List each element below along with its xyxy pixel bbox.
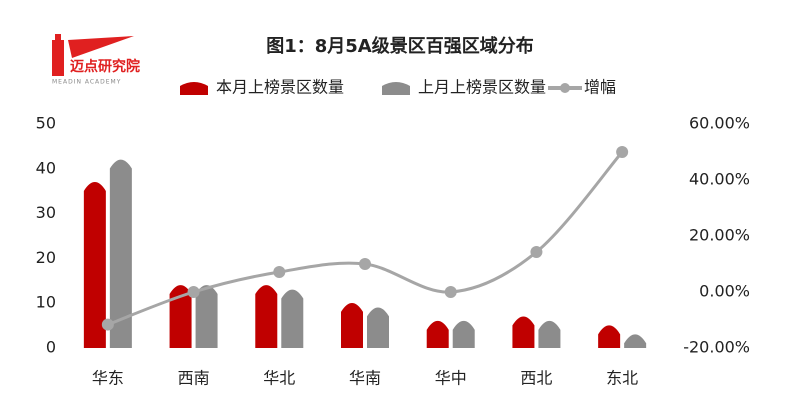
x-tick-label: 西北	[520, 369, 552, 388]
y-tick-label: 40	[36, 158, 56, 177]
x-tick-label: 西南	[178, 369, 210, 388]
bar	[538, 320, 561, 348]
legend-label: 本月上榜景区数量	[216, 78, 344, 97]
line-point	[273, 266, 286, 279]
bar	[281, 289, 304, 348]
y2-tick-label: 0.00%	[699, 282, 750, 301]
logo: 迈点研究院 MEADIN ACADEMY	[52, 34, 140, 86]
bar	[109, 159, 132, 348]
bar	[598, 325, 621, 348]
bar	[341, 303, 363, 348]
bar	[195, 285, 218, 348]
logo-tower	[52, 40, 64, 76]
logo-tower-top	[55, 34, 61, 40]
y2-tick-label: 20.00%	[689, 226, 750, 245]
bar	[452, 320, 475, 348]
legend-label: 增幅	[584, 78, 616, 97]
y2-tick-label: -20.00%	[683, 338, 750, 357]
logo-tagline: MEADIN ACADEMY	[52, 79, 121, 86]
legend-label: 上月上榜景区数量	[418, 78, 546, 97]
y-tick-label: 30	[36, 203, 56, 222]
y2-tick-label: 40.00%	[689, 170, 750, 189]
line-point	[187, 286, 200, 298]
line-point	[101, 318, 114, 331]
line-point	[359, 258, 371, 270]
line-point	[616, 146, 629, 158]
x-tick-label: 华南	[349, 369, 381, 388]
bar	[367, 307, 389, 348]
y-tick-label: 50	[36, 114, 56, 133]
legend-dot	[560, 83, 570, 93]
line-point	[530, 245, 543, 258]
x-tick-label: 华北	[263, 369, 295, 388]
y-tick-label: 20	[36, 248, 56, 267]
chart-title: 图1：8月5A级景区百强区域分布	[266, 35, 534, 57]
bar	[426, 320, 449, 348]
logo-flag	[68, 36, 134, 58]
x-tick-label: 华中	[435, 369, 467, 388]
legend-swatch	[180, 82, 208, 95]
y2-tick-label: 60.00%	[689, 114, 750, 133]
y-tick-label: 10	[36, 293, 56, 312]
bar	[512, 316, 535, 348]
bar	[255, 285, 278, 348]
legend-swatch	[382, 82, 410, 95]
bar	[83, 182, 106, 348]
bar	[169, 285, 192, 348]
x-tick-label: 华东	[92, 369, 124, 388]
bar	[624, 334, 647, 348]
logo-name: 迈点研究院	[70, 58, 140, 75]
y-tick-label: 0	[46, 338, 56, 357]
line-point	[444, 286, 457, 298]
x-tick-label: 东北	[606, 369, 638, 388]
